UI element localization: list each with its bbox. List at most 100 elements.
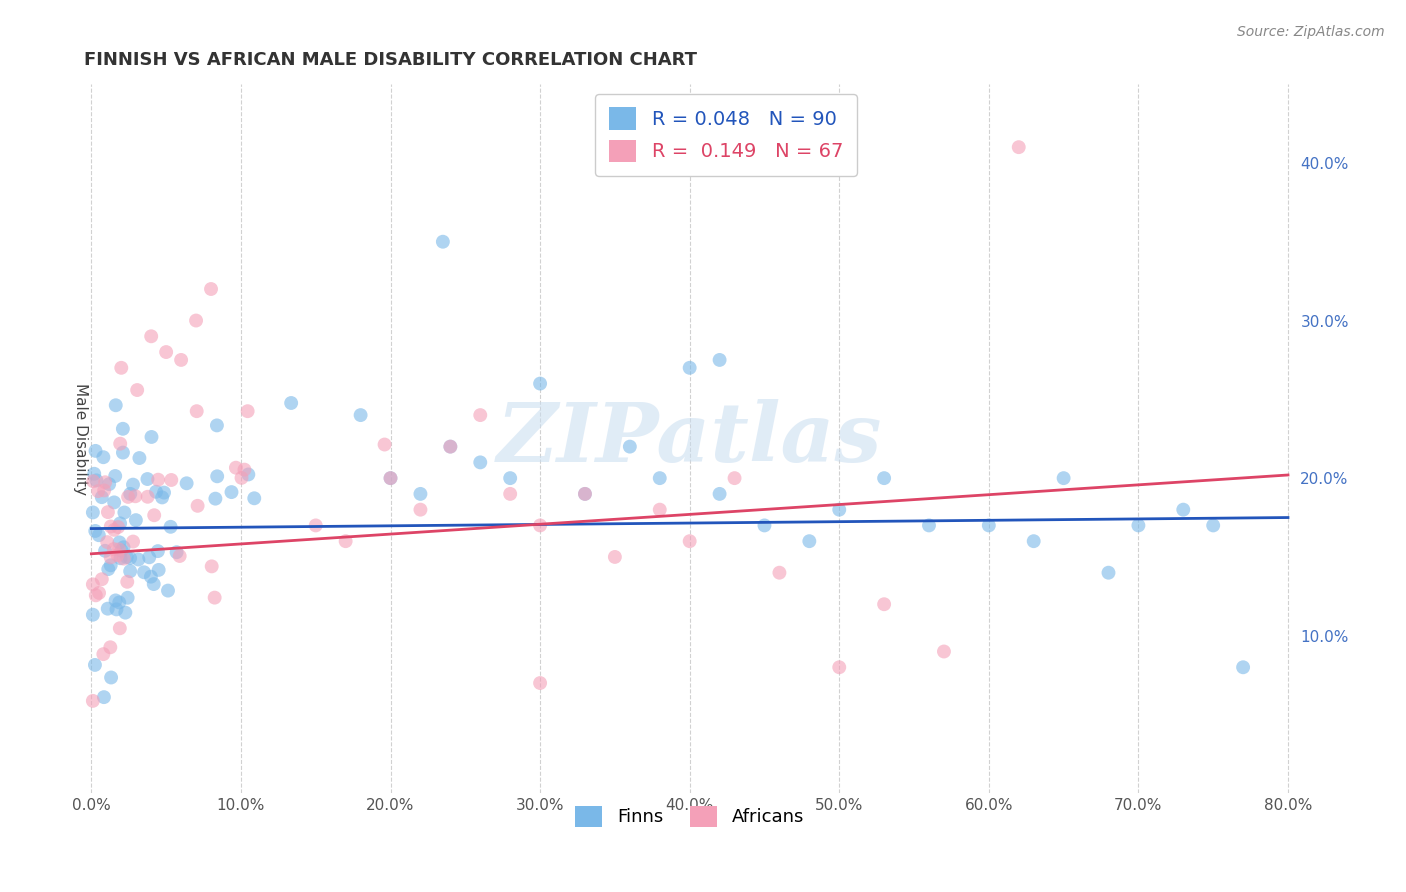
Point xyxy=(82,607,104,622)
Point xyxy=(100,519,122,533)
Text: ZIPatlas: ZIPatlas xyxy=(496,399,883,479)
Point xyxy=(1052,471,1074,485)
Point xyxy=(169,549,191,563)
Point xyxy=(187,499,209,513)
Point xyxy=(1128,518,1150,533)
Point xyxy=(828,502,851,516)
Point xyxy=(146,473,169,487)
Point xyxy=(112,541,135,555)
Point xyxy=(409,502,432,516)
Point xyxy=(112,551,135,566)
Point xyxy=(108,542,131,557)
Point xyxy=(574,487,596,501)
Point xyxy=(349,408,371,422)
Point xyxy=(799,534,821,549)
Point xyxy=(111,422,134,436)
Point xyxy=(305,518,328,533)
Point xyxy=(104,469,127,483)
Point xyxy=(170,353,193,368)
Point xyxy=(136,490,159,504)
Point xyxy=(82,475,104,489)
Y-axis label: Male Disability: Male Disability xyxy=(73,383,87,495)
Point xyxy=(108,516,131,531)
Point xyxy=(221,485,243,500)
Point xyxy=(873,471,896,485)
Point xyxy=(122,534,145,549)
Point xyxy=(432,235,454,249)
Point xyxy=(120,551,142,566)
Point xyxy=(238,467,260,482)
Point xyxy=(139,569,162,583)
Point xyxy=(150,491,173,505)
Point xyxy=(87,484,110,499)
Point xyxy=(117,490,139,504)
Point xyxy=(107,520,129,534)
Point xyxy=(110,543,132,558)
Point xyxy=(117,574,139,589)
Point xyxy=(1202,518,1225,533)
Point xyxy=(97,505,120,519)
Point xyxy=(104,398,127,412)
Point xyxy=(100,671,122,685)
Point xyxy=(93,483,115,498)
Point xyxy=(409,487,432,501)
Text: FINNISH VS AFRICAN MALE DISABILITY CORRELATION CHART: FINNISH VS AFRICAN MALE DISABILITY CORRE… xyxy=(84,51,697,69)
Point xyxy=(107,548,129,562)
Point xyxy=(679,360,702,375)
Point xyxy=(204,491,226,506)
Point xyxy=(127,552,149,566)
Point xyxy=(93,647,115,661)
Point xyxy=(108,535,131,549)
Point xyxy=(136,472,159,486)
Point xyxy=(143,508,166,523)
Point xyxy=(114,606,136,620)
Point xyxy=(1022,534,1045,549)
Point xyxy=(124,489,146,503)
Point xyxy=(1097,566,1119,580)
Point xyxy=(96,535,118,549)
Point xyxy=(112,506,135,520)
Point xyxy=(97,562,120,576)
Point xyxy=(709,353,731,368)
Point xyxy=(90,490,112,504)
Point xyxy=(529,376,551,391)
Point xyxy=(142,577,165,591)
Point xyxy=(166,545,188,559)
Point xyxy=(93,450,115,465)
Point xyxy=(499,471,522,485)
Point xyxy=(104,593,127,607)
Point xyxy=(184,313,207,327)
Point xyxy=(141,329,163,343)
Point xyxy=(204,591,226,605)
Point xyxy=(103,495,125,509)
Point xyxy=(205,469,228,483)
Point xyxy=(723,471,745,485)
Point xyxy=(1173,502,1195,516)
Point xyxy=(1232,660,1254,674)
Point xyxy=(186,404,208,418)
Point xyxy=(709,487,731,501)
Point xyxy=(84,524,107,538)
Point xyxy=(225,460,247,475)
Point xyxy=(100,550,122,565)
Point xyxy=(82,505,104,519)
Point xyxy=(439,440,461,454)
Point xyxy=(470,455,492,469)
Point xyxy=(499,487,522,501)
Point xyxy=(932,644,955,658)
Point xyxy=(201,559,224,574)
Point xyxy=(236,404,259,418)
Point xyxy=(98,640,121,655)
Point xyxy=(679,534,702,549)
Point xyxy=(574,487,596,501)
Point xyxy=(768,566,790,580)
Point xyxy=(145,484,167,499)
Point xyxy=(103,542,125,557)
Point xyxy=(105,602,128,616)
Point xyxy=(100,558,122,573)
Point xyxy=(156,583,179,598)
Point xyxy=(90,572,112,586)
Point xyxy=(529,676,551,690)
Point xyxy=(83,467,105,481)
Point xyxy=(125,513,148,527)
